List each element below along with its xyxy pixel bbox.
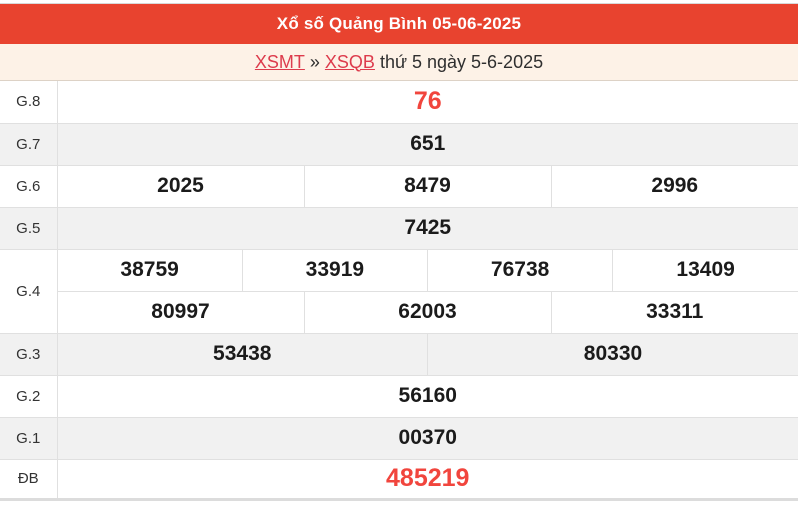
prize-row-g3: G.3 53438 80330: [0, 332, 798, 376]
prize-label-g6: G.6: [0, 164, 58, 208]
top-spacer: [0, 0, 798, 3]
prize-value: 651: [56, 122, 798, 166]
prize-value: 00370: [56, 416, 798, 460]
prize-row-db: ĐB 485219: [0, 458, 798, 499]
prize-value: 33919: [241, 248, 429, 292]
title-bar: Xổ số Quảng Bình 05-06-2025: [0, 3, 798, 44]
prize-value: 2996: [550, 164, 798, 208]
prize-row-g1: G.1 00370: [0, 416, 798, 460]
page-title: Xổ số Quảng Bình 05-06-2025: [276, 14, 522, 33]
prize-row-g4-line1: G.4 38759 33919 76738 13409: [0, 248, 798, 334]
prize-row-g2: G.2 56160: [0, 374, 798, 418]
prize-row-g6: G.6 2025 8479 2996: [0, 164, 798, 208]
breadcrumb: XSMT » XSQB thứ 5 ngày 5-6-2025: [0, 44, 798, 81]
prize-row-g4-line2: 80997 62003 33311: [0, 290, 798, 334]
prize-label-g2: G.2: [0, 374, 58, 418]
prize-value: 485219: [56, 458, 798, 499]
prize-table: G.8 76 G.7 651 G.6 2025 8479 2996 G.5 74…: [0, 80, 798, 499]
bottom-divider: [0, 498, 798, 501]
prize-value: 38759: [56, 248, 243, 292]
prize-row-g5: G.5 7425: [0, 206, 798, 250]
prize-value: 13409: [612, 248, 798, 292]
prize-value: 33311: [550, 290, 798, 334]
prize-value: 80997: [56, 290, 305, 334]
prize-label-g5: G.5: [0, 206, 58, 250]
prize-label-g1: G.1: [0, 416, 58, 460]
prize-value: 7425: [56, 206, 798, 250]
prize-value: 2025: [56, 164, 305, 208]
prize-value: 8479: [303, 164, 552, 208]
prize-row-g7: G.7 651: [0, 122, 798, 166]
breadcrumb-date-text: thứ 5 ngày 5-6-2025: [379, 51, 544, 72]
lottery-results-page: Xổ số Quảng Bình 05-06-2025 XSMT » XSQB …: [0, 0, 798, 501]
prize-label-g8: G.8: [0, 80, 58, 124]
prize-value: 76: [56, 80, 798, 124]
prize-value: 56160: [56, 374, 798, 418]
prize-label-g7: G.7: [0, 122, 58, 166]
prize-value: 53438: [56, 332, 428, 376]
prize-row-g8: G.8 76: [0, 80, 798, 124]
breadcrumb-link-xsqb[interactable]: XSQB: [324, 51, 375, 72]
prize-label-g4: G.4: [0, 248, 58, 334]
prize-label-g3: G.3: [0, 332, 58, 376]
prize-value: 76738: [426, 248, 614, 292]
breadcrumb-link-xsmt[interactable]: XSMT: [254, 51, 305, 72]
breadcrumb-separator: »: [309, 51, 320, 72]
prize-label-db: ĐB: [0, 458, 58, 499]
prize-value: 62003: [303, 290, 552, 334]
prize-value: 80330: [427, 332, 798, 376]
